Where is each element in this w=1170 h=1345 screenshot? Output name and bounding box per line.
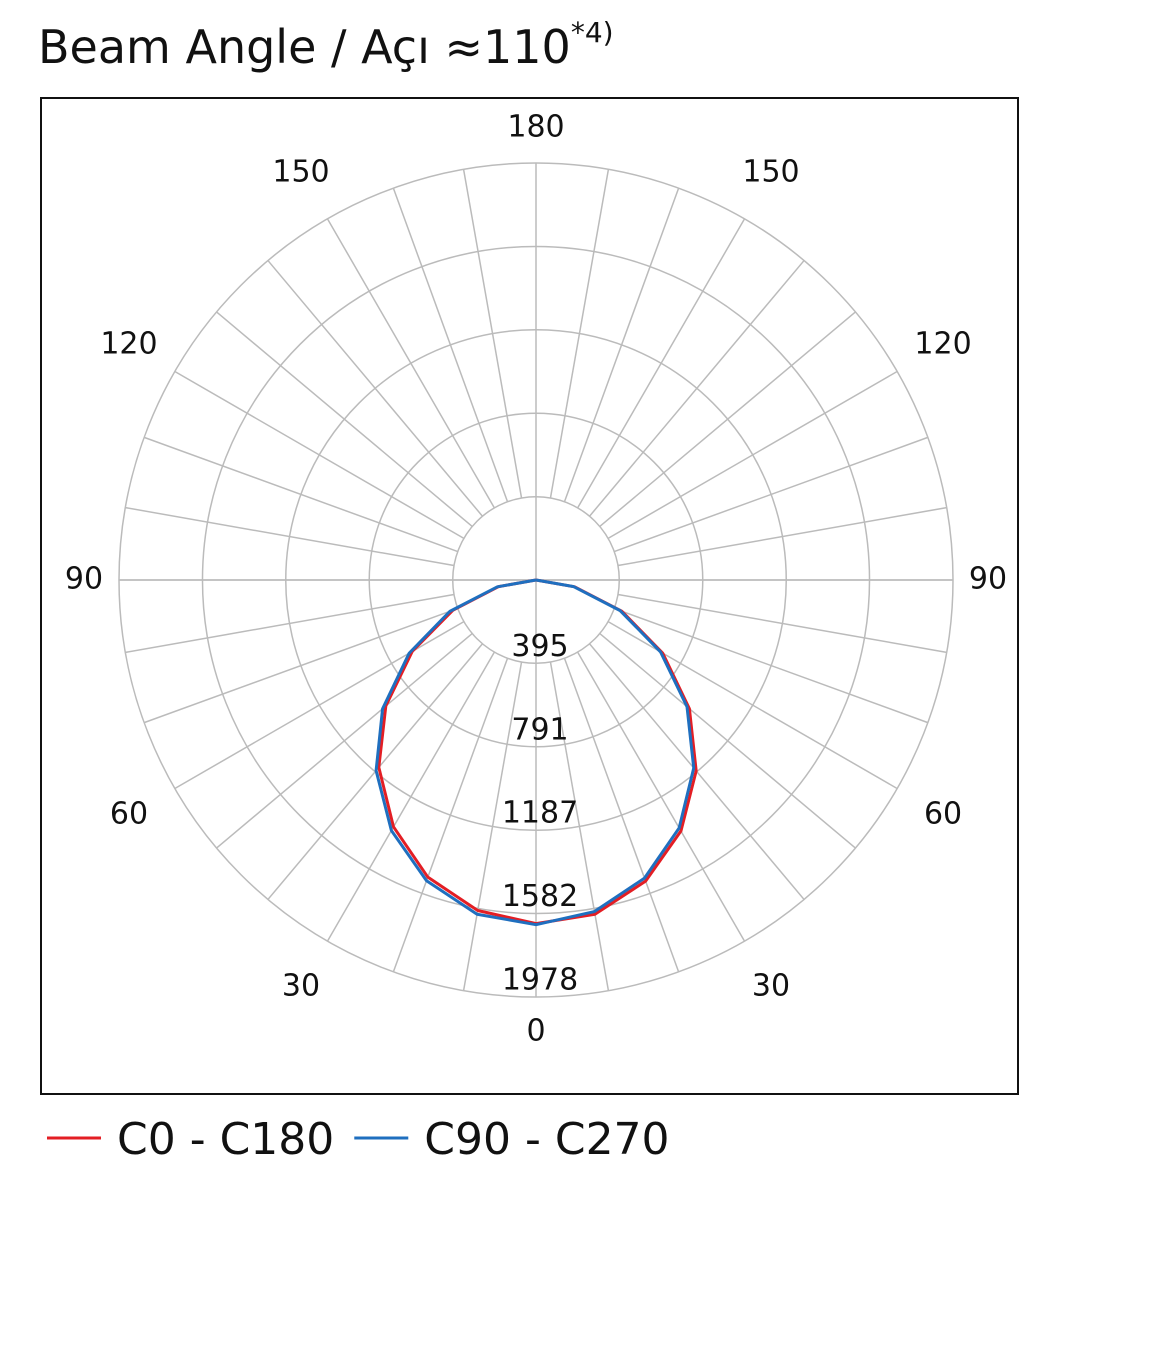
grid-spoke	[326, 218, 496, 509]
grid-spoke	[613, 436, 929, 553]
grid-spoke	[563, 187, 680, 503]
r-tick-label: 395	[511, 629, 568, 664]
angle-tick-label: 180	[507, 110, 564, 145]
grid-spoke	[617, 593, 947, 654]
r-tick-label: 791	[511, 712, 568, 747]
grid-spoke	[617, 506, 947, 567]
grid-spoke	[599, 311, 856, 528]
legend: C0 - C180 C90 - C270	[47, 1114, 670, 1165]
grid-spoke	[599, 632, 856, 849]
curves	[374, 578, 698, 927]
r-tick-label: 1187	[502, 796, 578, 831]
legend-label: C90 - C270	[424, 1114, 669, 1165]
grid-spoke	[326, 651, 496, 942]
r-tick-label: 1582	[502, 879, 578, 914]
grid-spoke	[549, 661, 610, 991]
labels: 0 30 30 60 60 90 90 120 120 150 150 180 395 791 1187 15…	[65, 110, 1007, 1049]
grid-spoke	[576, 651, 746, 942]
grid-spoke	[549, 169, 610, 499]
series-curve	[374, 578, 696, 927]
angle-tick-label: 150	[742, 154, 799, 189]
grid-spoke	[607, 620, 898, 790]
title-note: *4)	[571, 16, 614, 49]
grid-spoke	[267, 260, 484, 517]
grid-spoke	[462, 169, 523, 499]
grid-spoke	[588, 260, 805, 517]
grid-spoke	[125, 506, 455, 567]
angle-tick-label: 90	[65, 562, 103, 597]
r-tick-label: 1978	[502, 963, 578, 998]
grid-spoke	[392, 187, 509, 503]
grid-spoke	[143, 607, 459, 724]
grid-spoke	[174, 370, 465, 540]
angle-tick-label: 120	[914, 327, 971, 362]
angle-tick-label: 60	[110, 797, 148, 832]
angle-tick-label: 60	[924, 797, 962, 832]
grid-spoke	[462, 661, 523, 991]
plot-frame	[40, 97, 1019, 1095]
angle-tick-label: 120	[100, 327, 157, 362]
grid-spoke	[613, 607, 929, 724]
grid-spoke	[174, 620, 465, 790]
grid-spoke	[216, 632, 473, 849]
title-text: Beam Angle / Açı ≈110	[38, 20, 571, 74]
grid	[118, 162, 954, 998]
chart-title: Beam Angle / Açı ≈110*4)	[38, 16, 614, 74]
legend-label: C0 - C180	[117, 1114, 334, 1165]
angle-tick-label: 0	[526, 1014, 545, 1049]
grid-spoke	[143, 436, 459, 553]
angle-tick-label: 90	[969, 562, 1007, 597]
angle-tick-label: 30	[282, 969, 320, 1004]
angle-tick-label: 30	[752, 969, 790, 1004]
grid-spoke	[607, 370, 898, 540]
grid-spoke	[125, 593, 455, 654]
grid-spoke	[392, 657, 509, 973]
grid-spoke	[576, 218, 746, 509]
grid-spoke	[563, 657, 680, 973]
grid-spoke	[216, 311, 473, 528]
angle-tick-label: 150	[272, 154, 329, 189]
